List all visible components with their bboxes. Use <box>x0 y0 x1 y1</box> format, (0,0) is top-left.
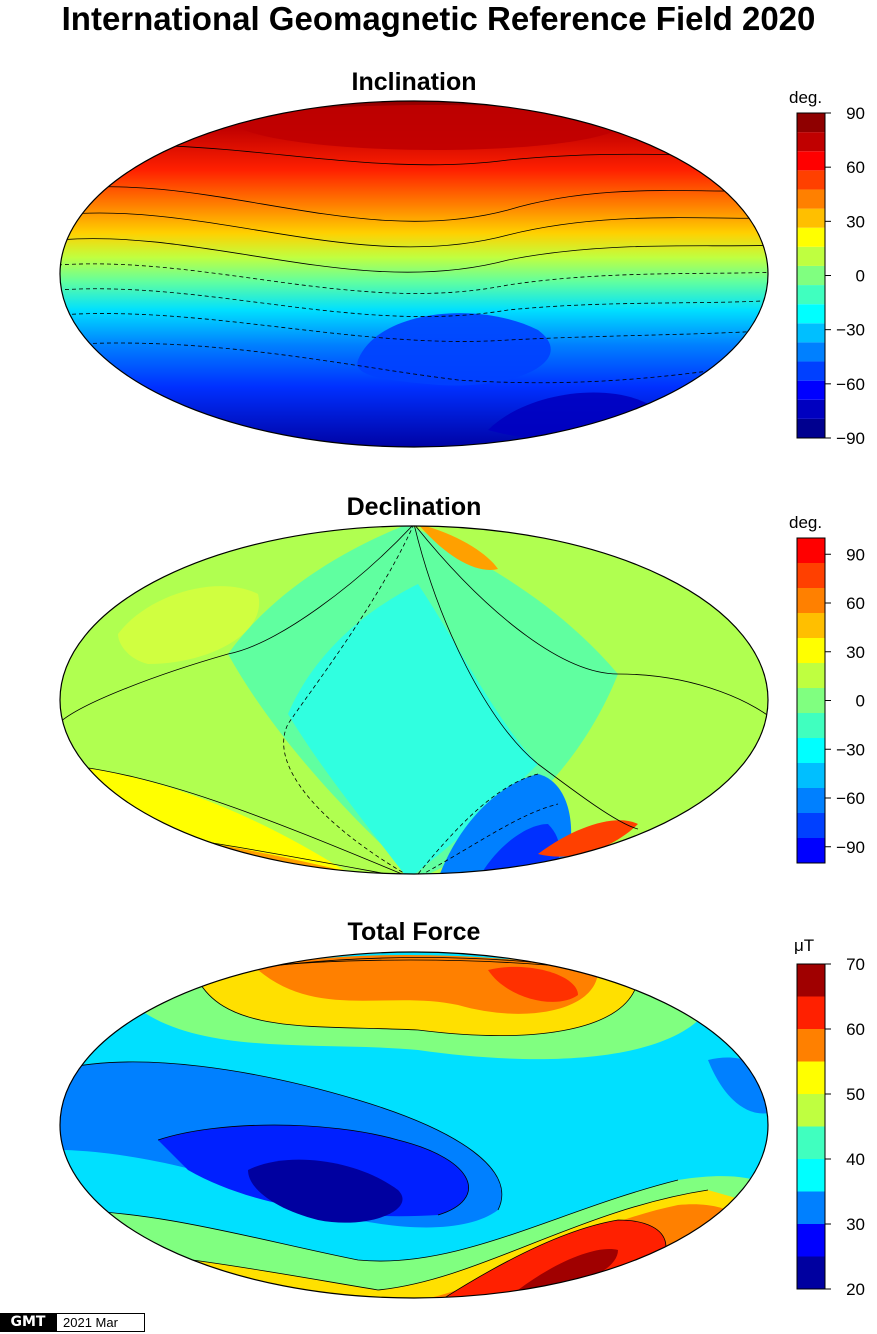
colorbar-segment <box>797 996 825 1029</box>
colorbar-segment <box>797 964 825 997</box>
colorbar-tick-label: −60 <box>836 375 865 394</box>
colorbar-segment <box>797 663 825 688</box>
totalforce-map <box>59 951 769 1299</box>
gmt-date: 2021 Mar <box>56 1313 145 1332</box>
colorbar-tick-label: −60 <box>836 789 865 808</box>
colorbar-segment <box>797 323 825 343</box>
totalforce-colorbar: 70 60 50 40 30 20 <box>796 955 865 1299</box>
declination-yellow-nw <box>118 586 260 664</box>
colorbar-segment <box>797 813 825 838</box>
colorbar-segment <box>797 227 825 247</box>
declination-cyan-core <box>288 584 538 874</box>
colorbar-tick-label: 30 <box>846 643 865 662</box>
colorbar-segment <box>797 170 825 190</box>
page-title: International Geomagnetic Reference Fiel… <box>61 0 816 37</box>
colorbar-segment <box>797 638 825 663</box>
colorbar-tick-label: 0 <box>856 267 865 286</box>
totalforce-title: Total Force <box>347 918 481 946</box>
colorbar-tick-label: 60 <box>846 1020 865 1039</box>
colorbar-segment <box>797 113 825 133</box>
colorbar-tick-label: 30 <box>846 212 865 231</box>
colorbar-segment <box>797 189 825 209</box>
colorbar-segment <box>797 399 825 419</box>
colorbar-tick-label: −30 <box>836 321 865 340</box>
colorbar-frame <box>796 963 826 1290</box>
declination-map <box>59 525 769 875</box>
gmt-logo: GMT <box>0 1313 56 1332</box>
colorbar-tick-label: 60 <box>846 594 865 613</box>
totalforce-red-north <box>488 966 578 1002</box>
colorbar-segment <box>797 418 825 438</box>
colorbar-tick-label: 90 <box>846 104 865 123</box>
colorbar-segment <box>797 380 825 400</box>
colorbar-tick-label: −90 <box>836 838 865 857</box>
colorbar-segment <box>797 285 825 305</box>
colorbar-segment <box>797 788 825 813</box>
colorbar-segment <box>797 738 825 763</box>
colorbar-segment <box>797 588 825 613</box>
colorbar-tick-label: 70 <box>846 955 865 974</box>
colorbar-segment <box>797 361 825 381</box>
colorbar-segment <box>797 713 825 738</box>
totalforce-deepest <box>248 1159 403 1223</box>
inclination-title: Inclination <box>351 68 477 96</box>
colorbar-tick-label: 50 <box>846 1085 865 1104</box>
colorbar-segment <box>797 538 825 563</box>
colorbar-segment <box>797 208 825 228</box>
colorbar-segment <box>797 342 825 362</box>
inclination-unit: deg. <box>789 88 823 107</box>
declination-unit: deg. <box>789 513 823 532</box>
colorbar-segment <box>797 1256 825 1289</box>
colorbar-segment <box>797 563 825 588</box>
colorbar-tick-label: −90 <box>836 429 865 448</box>
colorbar-segment <box>797 1191 825 1224</box>
declination-colorbar: 90 60 30 0 −30 −60 −90 <box>796 537 865 864</box>
colorbar-segment <box>797 1029 825 1062</box>
totalforce-unit: μT <box>794 936 815 955</box>
inclination-north-cap <box>228 105 628 150</box>
colorbar-segment <box>797 688 825 713</box>
colorbar-segment <box>797 1224 825 1257</box>
colorbar-segment <box>797 1159 825 1192</box>
colorbar-tick-label: 90 <box>846 545 865 564</box>
colorbar-segment <box>797 1094 825 1127</box>
colorbar-segment <box>797 246 825 266</box>
colorbar-segment <box>797 1061 825 1094</box>
inclination-colorbar: 90 60 30 0 −30 −60 −90 <box>796 104 865 448</box>
gmt-timestamp: GMT 2021 Mar <box>0 1313 145 1332</box>
colorbar-segment <box>797 1126 825 1159</box>
colorbar-tick-label: −30 <box>836 740 865 759</box>
colorbar-tick-label: 0 <box>856 692 865 711</box>
totalforce-south-darkred <box>518 1249 618 1290</box>
colorbar-segment <box>797 151 825 171</box>
colorbar-segment <box>797 132 825 152</box>
inclination-blob-south <box>357 313 551 386</box>
colorbar-segment <box>797 304 825 324</box>
colorbar-tick-label: 40 <box>846 1150 865 1169</box>
colorbar-tick-label: 30 <box>846 1215 865 1234</box>
colorbar-segment <box>797 265 825 286</box>
colorbar-segment <box>797 763 825 788</box>
inclination-map <box>59 100 769 448</box>
declination-title: Declination <box>346 493 482 521</box>
declination-red-se <box>538 820 638 857</box>
colorbar-tick-label: 20 <box>846 1280 865 1299</box>
colorbar-tick-label: 60 <box>846 158 865 177</box>
declination-orange-n <box>418 526 498 570</box>
colorbar-segment <box>797 613 825 638</box>
colorbar-segment <box>797 838 825 863</box>
